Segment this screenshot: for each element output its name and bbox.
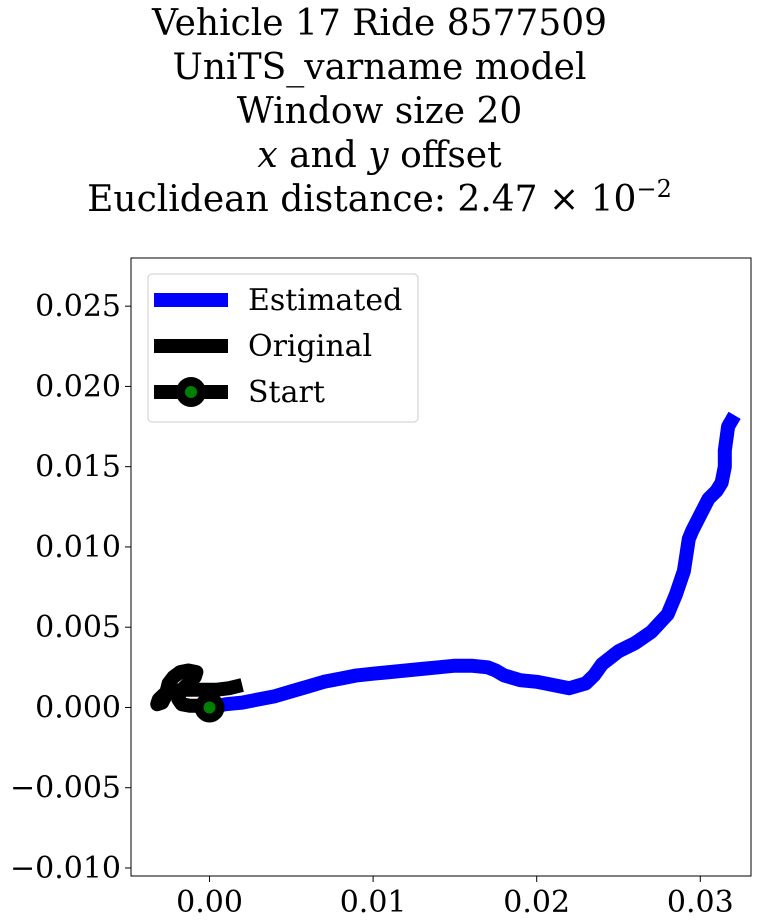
- y-tick-label: 0.025: [35, 289, 121, 324]
- series-line-original: [150, 663, 244, 715]
- legend-label-original: Original: [248, 329, 372, 364]
- x-tick-label: 0.02: [503, 885, 570, 920]
- title-line-3: Window size 20: [236, 91, 523, 132]
- title-exponent: −2: [636, 175, 672, 203]
- legend-label-start: Start: [248, 375, 325, 410]
- title-line-5: Euclidean distance: 2.47 × 10−2: [0, 175, 759, 222]
- y-tick-label: −0.005: [10, 771, 121, 806]
- title-and: and: [277, 135, 369, 176]
- title-y-symbol: y: [368, 135, 389, 176]
- x-tick-label: 0.01: [340, 885, 407, 920]
- title-line-1: Vehicle 17 Ride 8577509: [151, 3, 608, 44]
- legend-start-marker-dot: [185, 386, 197, 398]
- series-layer: [150, 411, 741, 715]
- chart-title: Vehicle 17 Ride 8577509 UniTS_varname mo…: [0, 2, 759, 222]
- start-marker-dot: [203, 701, 216, 714]
- y-axis-ticks: −0.010 −0.005 0.000 0.005 0.010 0.015 0.020 0.0…: [10, 289, 131, 886]
- plot-frame: [130, 257, 752, 877]
- legend-label-estimated: Estimated: [248, 283, 402, 318]
- y-tick-label: 0.000: [35, 690, 121, 725]
- title-offset: offset: [388, 135, 502, 176]
- y-tick-label: 0.010: [35, 530, 121, 565]
- y-tick-label: 0.005: [35, 610, 121, 645]
- y-tick-label: 0.015: [35, 450, 121, 485]
- title-distance: Euclidean distance: 2.47 × 10: [87, 179, 637, 220]
- title-line-2: UniTS_varname model: [172, 47, 587, 88]
- x-tick-label: 0.00: [176, 885, 243, 920]
- title-line-4: x and y offset: [0, 134, 759, 178]
- start-marker-layer: [194, 692, 225, 723]
- y-tick-label: −0.010: [10, 851, 121, 886]
- x-tick-label: 0.03: [667, 885, 734, 920]
- x-axis-ticks: 0.00 0.01 0.02 0.03: [176, 876, 734, 920]
- y-tick-label: 0.020: [35, 369, 121, 404]
- title-x-symbol: x: [257, 135, 278, 176]
- series-line-estimated: [208, 411, 741, 715]
- legend: Estimated Original Start: [147, 273, 419, 423]
